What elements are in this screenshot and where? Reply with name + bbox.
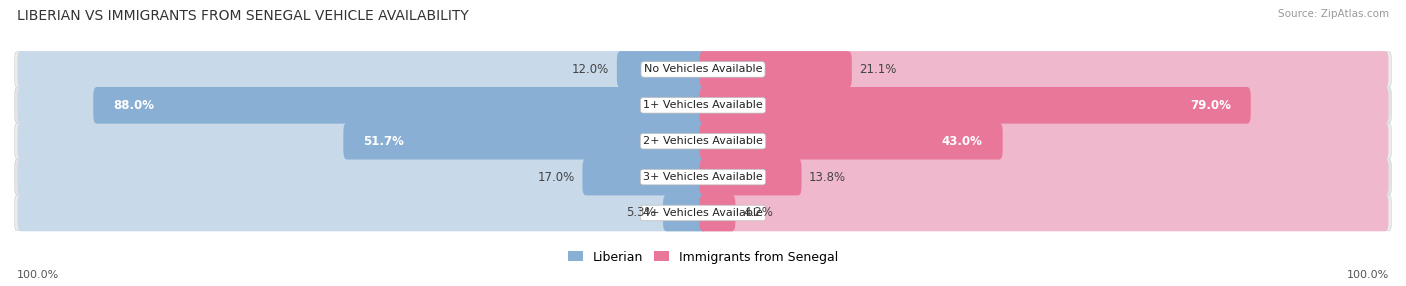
FancyBboxPatch shape [17, 87, 706, 124]
Text: 100.0%: 100.0% [1347, 270, 1389, 280]
FancyBboxPatch shape [582, 159, 706, 195]
Text: 12.0%: 12.0% [572, 63, 609, 76]
Text: 100.0%: 100.0% [17, 270, 59, 280]
Text: 88.0%: 88.0% [114, 99, 155, 112]
Text: 3+ Vehicles Available: 3+ Vehicles Available [643, 172, 763, 182]
FancyBboxPatch shape [17, 159, 706, 195]
FancyBboxPatch shape [17, 123, 706, 160]
Text: 21.1%: 21.1% [859, 63, 897, 76]
FancyBboxPatch shape [700, 51, 1389, 88]
FancyBboxPatch shape [14, 88, 1392, 123]
Text: 51.7%: 51.7% [363, 135, 405, 148]
Text: 4.2%: 4.2% [742, 206, 773, 219]
FancyBboxPatch shape [17, 195, 706, 231]
FancyBboxPatch shape [700, 87, 1389, 124]
Text: 17.0%: 17.0% [537, 170, 575, 184]
FancyBboxPatch shape [700, 195, 1389, 231]
Text: LIBERIAN VS IMMIGRANTS FROM SENEGAL VEHICLE AVAILABILITY: LIBERIAN VS IMMIGRANTS FROM SENEGAL VEHI… [17, 9, 468, 23]
FancyBboxPatch shape [14, 195, 1392, 231]
Text: No Vehicles Available: No Vehicles Available [644, 64, 762, 74]
FancyBboxPatch shape [700, 87, 1251, 124]
FancyBboxPatch shape [700, 195, 735, 231]
Text: 13.8%: 13.8% [808, 170, 846, 184]
Text: 5.3%: 5.3% [626, 206, 655, 219]
Text: 43.0%: 43.0% [942, 135, 983, 148]
Text: 2+ Vehicles Available: 2+ Vehicles Available [643, 136, 763, 146]
FancyBboxPatch shape [700, 123, 1389, 160]
FancyBboxPatch shape [343, 123, 706, 160]
FancyBboxPatch shape [700, 159, 801, 195]
FancyBboxPatch shape [700, 159, 1389, 195]
FancyBboxPatch shape [700, 123, 1002, 160]
FancyBboxPatch shape [617, 51, 706, 88]
Text: Source: ZipAtlas.com: Source: ZipAtlas.com [1278, 9, 1389, 19]
Legend: Liberian, Immigrants from Senegal: Liberian, Immigrants from Senegal [564, 246, 842, 269]
FancyBboxPatch shape [14, 52, 1392, 87]
Text: 4+ Vehicles Available: 4+ Vehicles Available [643, 208, 763, 218]
FancyBboxPatch shape [14, 160, 1392, 195]
FancyBboxPatch shape [93, 87, 706, 124]
FancyBboxPatch shape [700, 51, 852, 88]
FancyBboxPatch shape [664, 195, 706, 231]
FancyBboxPatch shape [14, 124, 1392, 159]
Text: 79.0%: 79.0% [1189, 99, 1230, 112]
FancyBboxPatch shape [17, 51, 706, 88]
Text: 1+ Vehicles Available: 1+ Vehicles Available [643, 100, 763, 110]
